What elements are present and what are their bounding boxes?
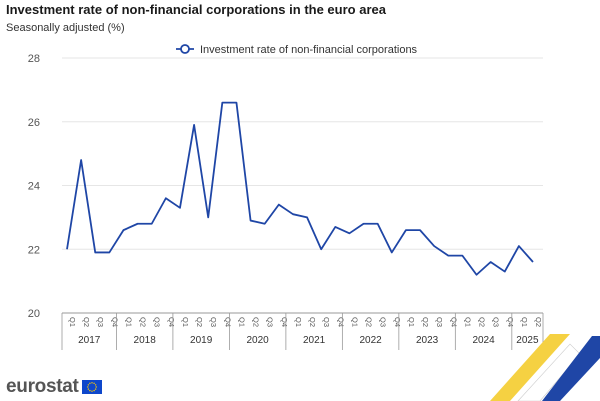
- data-point[interactable]: [488, 259, 494, 265]
- series-points: [64, 100, 536, 278]
- x-tick-label: Q3: [266, 317, 275, 327]
- data-point[interactable]: [445, 253, 451, 259]
- eu-flag-icon: [81, 380, 102, 394]
- x-tick-label: Q2: [478, 317, 487, 327]
- data-point[interactable]: [459, 253, 465, 259]
- x-tick-label: Q3: [492, 317, 501, 327]
- data-point[interactable]: [389, 249, 395, 255]
- data-point[interactable]: [163, 195, 169, 201]
- eurostat-wordmark: eurostat: [6, 376, 79, 397]
- data-point[interactable]: [149, 221, 155, 227]
- x-tick-label: Q4: [506, 317, 515, 327]
- y-tick-label: 28: [28, 53, 40, 65]
- x-tick-label: Q1: [520, 317, 529, 327]
- data-point[interactable]: [191, 122, 197, 128]
- data-point[interactable]: [516, 243, 522, 249]
- chart-subtitle: Seasonally adjusted (%): [6, 22, 125, 34]
- y-tick-label: 26: [28, 117, 40, 129]
- data-point[interactable]: [248, 218, 254, 224]
- data-point[interactable]: [375, 221, 381, 227]
- eurostat-logo: eurostat: [6, 376, 102, 398]
- data-point[interactable]: [431, 243, 437, 249]
- data-point[interactable]: [135, 221, 141, 227]
- x-tick-label: Q4: [167, 317, 176, 327]
- y-tick-label: 20: [28, 308, 40, 320]
- x-tick-label: Q2: [308, 317, 317, 327]
- legend[interactable]: Investment rate of non-financial corpora…: [176, 44, 418, 56]
- x-tick-label: Q4: [280, 317, 289, 327]
- x-tick-label: Q3: [435, 317, 444, 327]
- series-line: [66, 101, 534, 276]
- data-point[interactable]: [262, 221, 268, 227]
- data-point[interactable]: [474, 272, 480, 278]
- x-tick-label: Q3: [379, 317, 388, 327]
- data-point[interactable]: [78, 157, 84, 163]
- x-year-label: 2023: [416, 335, 439, 346]
- data-point[interactable]: [502, 269, 508, 275]
- x-tick-label: Q4: [449, 317, 458, 327]
- data-point[interactable]: [120, 227, 126, 233]
- x-tick-label: Q1: [68, 317, 77, 327]
- data-point[interactable]: [92, 249, 98, 255]
- data-point[interactable]: [417, 227, 423, 233]
- legend-label: Investment rate of non-financial corpora…: [200, 44, 418, 56]
- data-point[interactable]: [332, 224, 338, 230]
- x-tick-label: Q3: [209, 317, 218, 327]
- data-point[interactable]: [233, 100, 239, 106]
- x-tick-label: Q1: [181, 317, 190, 327]
- x-tick-label: Q1: [350, 317, 359, 327]
- data-point[interactable]: [530, 259, 536, 265]
- x-tick-label: Q4: [336, 317, 345, 327]
- x-tick-label: Q3: [153, 317, 162, 327]
- grid-lines: [62, 57, 543, 250]
- data-point[interactable]: [304, 214, 310, 220]
- data-point[interactable]: [361, 221, 367, 227]
- y-tick-label: 22: [28, 244, 40, 256]
- x-tick-label: Q2: [139, 317, 148, 327]
- legend-swatch-marker: [180, 44, 190, 54]
- x-tick-label: Q1: [237, 317, 246, 327]
- x-year-label: 2019: [190, 335, 213, 346]
- x-tick-label: Q4: [110, 317, 119, 327]
- x-tick-label: Q1: [463, 317, 472, 327]
- data-point[interactable]: [318, 246, 324, 252]
- x-tick-label: Q1: [407, 317, 416, 327]
- x-tick-label: Q2: [82, 317, 91, 327]
- data-point[interactable]: [290, 211, 296, 217]
- data-point[interactable]: [177, 205, 183, 211]
- x-tick-label: Q2: [365, 317, 374, 327]
- y-axis-ticks: 20 22 24 26 28: [28, 53, 40, 320]
- x-tick-label: Q1: [294, 317, 303, 327]
- x-year-label: 2025: [516, 335, 539, 346]
- data-point[interactable]: [106, 249, 112, 255]
- x-tick-label: Q2: [421, 317, 430, 327]
- x-tick-label: Q4: [393, 317, 402, 327]
- data-point[interactable]: [276, 202, 282, 208]
- x-tick-label: Q4: [223, 317, 232, 327]
- x-year-label: 2020: [247, 335, 270, 346]
- x-tick-label: Q1: [124, 317, 133, 327]
- x-tick-label: Q2: [252, 317, 261, 327]
- x-year-label: 2017: [78, 335, 101, 346]
- x-year-label: 2022: [359, 335, 382, 346]
- decorative-ribbon: [490, 334, 600, 401]
- y-tick-label: 24: [28, 181, 40, 193]
- data-point[interactable]: [403, 227, 409, 233]
- data-point[interactable]: [64, 246, 70, 252]
- x-tick-label: Q3: [96, 317, 105, 327]
- x-tick-label: Q2: [534, 317, 543, 327]
- x-year-label: 2021: [303, 335, 326, 346]
- chart-title: Investment rate of non-financial corpora…: [6, 2, 386, 17]
- x-tick-label: Q2: [195, 317, 204, 327]
- x-year-label: 2024: [472, 335, 495, 346]
- data-point[interactable]: [346, 230, 352, 236]
- data-point[interactable]: [205, 214, 211, 220]
- x-year-label: 2018: [134, 335, 157, 346]
- data-point[interactable]: [219, 100, 225, 106]
- x-tick-label: Q3: [322, 317, 331, 327]
